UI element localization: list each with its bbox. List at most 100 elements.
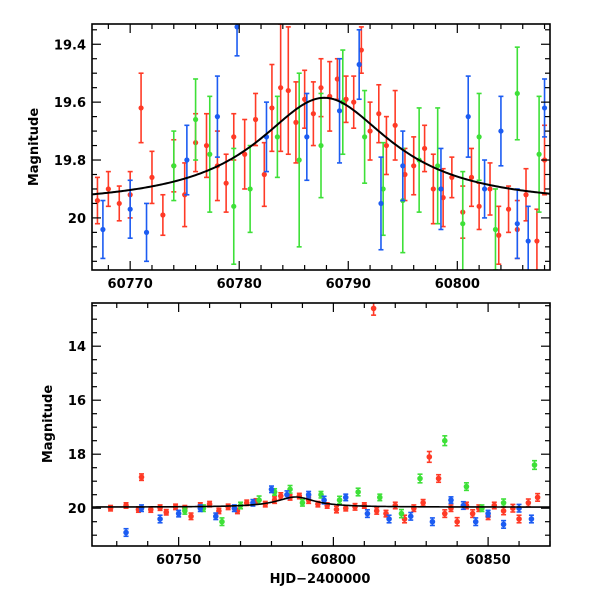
- full-point-s2-14: [386, 514, 392, 524]
- zoom-y-tick-label: 20: [68, 212, 86, 227]
- full-y-tick-label: 18: [68, 448, 86, 463]
- full-y-tick-label: 20: [68, 502, 86, 517]
- full-point-s1-12: [398, 508, 405, 519]
- zoom-point-s0-6: [160, 193, 166, 237]
- full-y-axis-label: Magnitude: [41, 385, 56, 464]
- zoom-point-s0-12: [223, 153, 229, 213]
- zoom-x-tick-label: 60800: [435, 277, 480, 292]
- zoom-point-s1-7: [318, 92, 324, 199]
- zoom-point-s1-5: [274, 95, 280, 179]
- zoom-point-s0-15: [252, 92, 259, 147]
- full-model-curve: [92, 496, 550, 508]
- full-point-s2-0: [123, 527, 129, 538]
- full-point-s1-13: [417, 473, 423, 484]
- full-panel: 60750 60800 60850 14 16 18 20 Magnitude HJD−24…: [41, 302, 551, 587]
- full-point-s2-22: [516, 503, 522, 513]
- full-point-s1-18: [531, 459, 538, 471]
- full-point-s0-25: [333, 505, 340, 514]
- full-point-s0-34: [411, 504, 417, 513]
- zoom-point-s0-47: [534, 208, 540, 270]
- zoom-point-s2-8: [336, 57, 343, 164]
- zoom-point-s1-16: [492, 188, 499, 270]
- zoom-point-s2-4: [214, 75, 221, 158]
- full-point-s0-49: [525, 498, 532, 508]
- full-point-s2-5: [212, 512, 219, 521]
- zoom-point-s2-12: [438, 147, 444, 231]
- full-y-tick-label: 14: [68, 340, 86, 355]
- zoom-ticks: 60770 60780 60790 60800 19.4 19.6 19.8 20: [54, 24, 550, 292]
- zoom-point-s0-0: [94, 176, 101, 225]
- zoom-point-s0-32: [392, 89, 398, 161]
- zoom-data-points: [94, 24, 548, 270]
- full-point-s2-20: [485, 509, 491, 518]
- full-point-s0-9: [188, 512, 194, 521]
- full-point-s2-2: [157, 514, 163, 524]
- zoom-point-s2-0: [100, 199, 106, 260]
- zoom-model-curve: [92, 96, 550, 196]
- full-x-tick-label: 60750: [156, 553, 201, 568]
- zoom-point-s2-7: [304, 92, 310, 182]
- zoom-y-tick-label: 19.6: [54, 96, 86, 111]
- zoom-point-s0-27: [351, 75, 357, 129]
- zoom-point-s1-17: [514, 46, 520, 141]
- zoom-point-s2-16: [514, 188, 520, 260]
- full-point-s0-33: [401, 514, 408, 524]
- full-point-s0-46: [500, 506, 507, 516]
- full-point-s1-9: [336, 495, 343, 505]
- zoom-point-s1-15: [476, 92, 482, 182]
- full-point-s0-19: [277, 492, 284, 501]
- full-point-s0-37: [435, 473, 442, 484]
- zoom-point-s2-3: [184, 124, 190, 196]
- zoom-point-s0-19: [285, 26, 291, 156]
- full-x-tick-label: 60850: [465, 553, 510, 568]
- zoom-y-tick-label: 19.8: [54, 154, 86, 169]
- full-plot-frame: [91, 302, 551, 547]
- full-point-s0-5: [157, 504, 163, 512]
- full-point-s1-17: [500, 498, 507, 508]
- full-point-s0-29: [370, 303, 377, 316]
- full-point-s0-36: [426, 450, 433, 464]
- zoom-point-s0-17: [269, 63, 275, 153]
- full-data-points: [107, 303, 541, 538]
- full-point-s1-6: [287, 484, 293, 494]
- full-ticks: 60750 60800 60850 14 16 18 20: [68, 303, 551, 568]
- full-point-s2-13: [364, 509, 371, 519]
- zoom-point-s1-1: [192, 78, 199, 161]
- full-point-s1-15: [463, 482, 470, 492]
- zoom-point-s0-40: [468, 147, 475, 208]
- zoom-point-s2-2: [143, 202, 150, 263]
- zoom-point-s2-5: [234, 24, 240, 57]
- zoom-point-s1-6: [296, 72, 302, 248]
- zoom-point-s0-26: [343, 75, 349, 124]
- zoom-point-s0-10: [203, 112, 210, 179]
- zoom-point-s0-44: [505, 185, 512, 234]
- full-point-s0-38: [441, 509, 448, 519]
- zoom-point-s0-34: [411, 136, 417, 196]
- full-point-s2-3: [175, 509, 182, 518]
- full-x-tick-label: 60800: [311, 553, 356, 568]
- zoom-x-tick-label: 60790: [326, 277, 371, 292]
- full-point-s1-7: [299, 498, 306, 507]
- zoom-point-s0-4: [138, 72, 144, 144]
- zoom-point-s0-1: [105, 170, 111, 208]
- zoom-point-s0-38: [449, 156, 455, 199]
- zoom-plot-frame: [91, 23, 551, 271]
- full-point-s2-23: [528, 514, 535, 524]
- full-point-s0-30: [373, 506, 380, 515]
- x-axis-label: HJD−2400000: [270, 572, 371, 587]
- zoom-point-s2-9: [356, 28, 362, 101]
- full-point-s0-39: [448, 504, 454, 513]
- zoom-panel: 60770 60780 60790 60800 19.4 19.6 19.8 20 Magni…: [27, 23, 551, 292]
- zoom-point-s2-17: [525, 205, 531, 270]
- zoom-x-tick-label: 60780: [217, 277, 262, 292]
- zoom-point-s0-29: [367, 101, 373, 161]
- zoom-point-s1-0: [171, 130, 177, 202]
- full-point-s1-10: [355, 487, 361, 497]
- full-point-s1-0: [182, 506, 188, 515]
- zoom-point-s0-42: [487, 162, 493, 216]
- zoom-point-s1-2: [207, 95, 213, 213]
- full-point-s0-42: [469, 509, 476, 519]
- full-point-s0-27: [352, 502, 358, 511]
- full-point-s2-12: [342, 493, 349, 502]
